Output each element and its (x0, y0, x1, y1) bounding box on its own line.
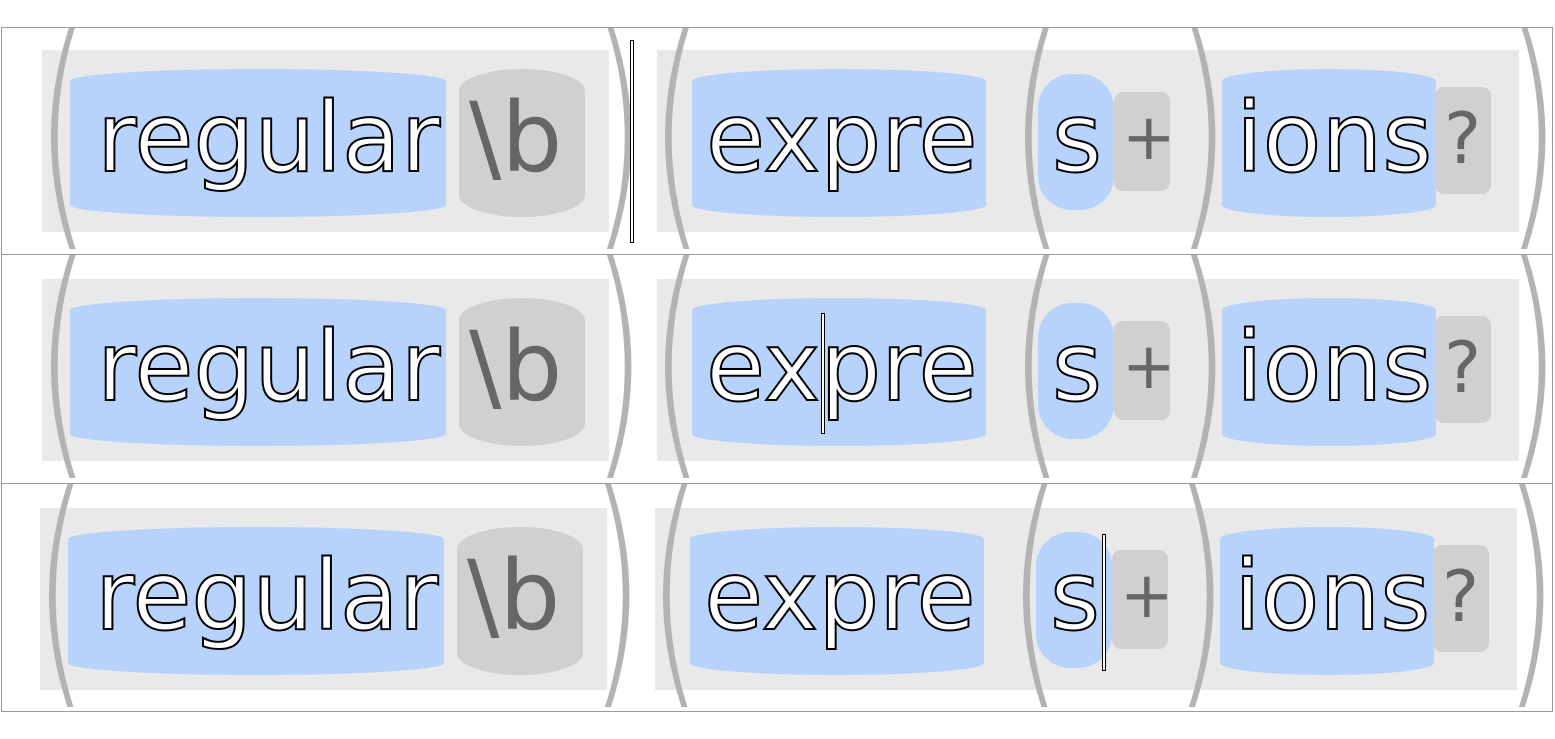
close-paren-icon: ) (591, 27, 646, 255)
regex-row-3: ( ) regular \b ( ) expre ( ) s + ions ? (1, 483, 1553, 712)
literal-text-expre: expre (705, 311, 979, 423)
literal-block-regular (70, 69, 446, 217)
close-paren-icon: ) (1506, 255, 1552, 483)
anchor-block-word-boundary (459, 298, 585, 446)
literal-block-ions (1222, 69, 1436, 217)
quantifier-block-optional (1433, 545, 1489, 652)
quantifier-text-optional: ? (1444, 327, 1482, 409)
close-paren-icon: ) (589, 483, 644, 712)
anchor-text-word-boundary: \b (467, 540, 561, 652)
literal-text-ions: ions (1233, 540, 1431, 652)
quantifier-text-plus: + (1120, 559, 1174, 633)
literal-block-expre (692, 69, 986, 217)
close-paren-icon: ) (1175, 27, 1230, 255)
literal-block-regular (68, 527, 444, 675)
literal-block-ions (1220, 527, 1434, 675)
anchor-text-word-boundary: \b (469, 311, 563, 423)
literal-text-regular: regular (96, 82, 441, 194)
literal-block-s (1036, 532, 1112, 668)
close-paren-icon: ) (1503, 483, 1553, 712)
literal-text-s: s (1051, 311, 1103, 423)
literal-block-ions (1222, 298, 1436, 446)
literal-text-regular: regular (96, 311, 441, 423)
quantifier-block-optional (1435, 87, 1491, 194)
text-cursor (821, 313, 825, 434)
anchor-text-word-boundary: \b (469, 82, 563, 194)
close-paren-icon: ) (591, 254, 646, 484)
literal-block-s (1038, 303, 1114, 439)
regex-row-2: ( ) regular \b ( ) expre ( ) s + ions ? (1, 254, 1553, 484)
close-paren-icon: ) (1173, 483, 1228, 712)
literal-text-s: s (1051, 82, 1103, 194)
quantifier-block-optional (1435, 316, 1491, 423)
literal-block-expre (690, 527, 984, 675)
quantifier-block-plus (1114, 92, 1170, 191)
text-cursor (1102, 534, 1106, 671)
regex-row-1: ( ) regular \b ( ) expre ( ) s + ions ? (1, 27, 1553, 255)
quantifier-block-plus (1112, 550, 1168, 649)
literal-text-expre: expre (703, 540, 977, 652)
quantifier-text-plus: + (1122, 330, 1176, 404)
literal-block-expre (692, 298, 986, 446)
literal-text-expre: expre (705, 82, 979, 194)
literal-text-s: s (1049, 540, 1101, 652)
literal-text-ions: ions (1235, 82, 1433, 194)
close-paren-icon: ) (1175, 254, 1230, 484)
close-paren-icon: ) (1506, 28, 1552, 254)
quantifier-text-optional: ? (1444, 98, 1482, 180)
literal-text-ions: ions (1235, 311, 1433, 423)
anchor-block-word-boundary (459, 69, 585, 217)
quantifier-text-optional: ? (1442, 556, 1480, 638)
literal-text-regular: regular (94, 540, 439, 652)
anchor-block-word-boundary (457, 527, 583, 675)
quantifier-block-plus (1114, 321, 1170, 420)
literal-block-s (1038, 74, 1114, 210)
literal-block-regular (70, 298, 446, 446)
text-cursor (630, 40, 634, 243)
quantifier-text-plus: + (1122, 101, 1176, 175)
